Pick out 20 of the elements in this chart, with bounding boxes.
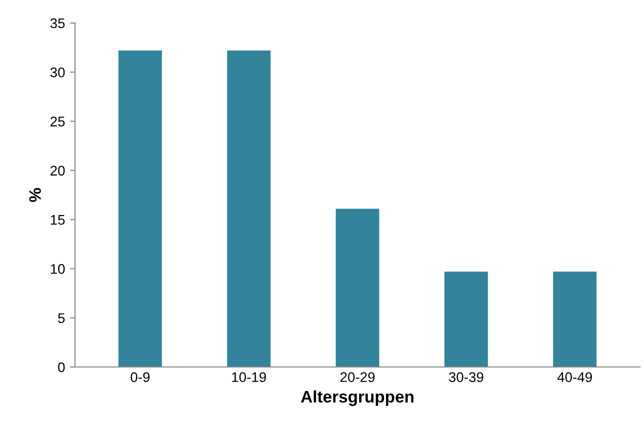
y-axis-title: % bbox=[29, 188, 41, 202]
bar bbox=[444, 272, 488, 367]
x-tick-label: 0-9 bbox=[130, 372, 150, 382]
bar bbox=[336, 208, 380, 367]
bar bbox=[227, 50, 271, 367]
y-tick-label: 15 bbox=[50, 215, 65, 225]
bar bbox=[553, 272, 597, 367]
x-axis-title: Altersgruppen bbox=[300, 390, 414, 406]
y-tick-label: 35 bbox=[50, 18, 65, 28]
x-tick-label: 10-19 bbox=[232, 372, 266, 382]
bar bbox=[118, 50, 162, 367]
y-tick-label: 0 bbox=[58, 362, 65, 372]
y-tick-label: 20 bbox=[50, 166, 65, 176]
y-tick-label: 5 bbox=[58, 313, 65, 324]
y-tick-label: 25 bbox=[50, 116, 65, 126]
x-tick-label: 30-39 bbox=[448, 372, 484, 382]
x-tick-label: 20-29 bbox=[340, 372, 375, 382]
y-tick-label: 30 bbox=[50, 67, 65, 78]
y-tick-label: 10 bbox=[50, 264, 65, 274]
x-tick-label: 40-49 bbox=[557, 372, 592, 382]
